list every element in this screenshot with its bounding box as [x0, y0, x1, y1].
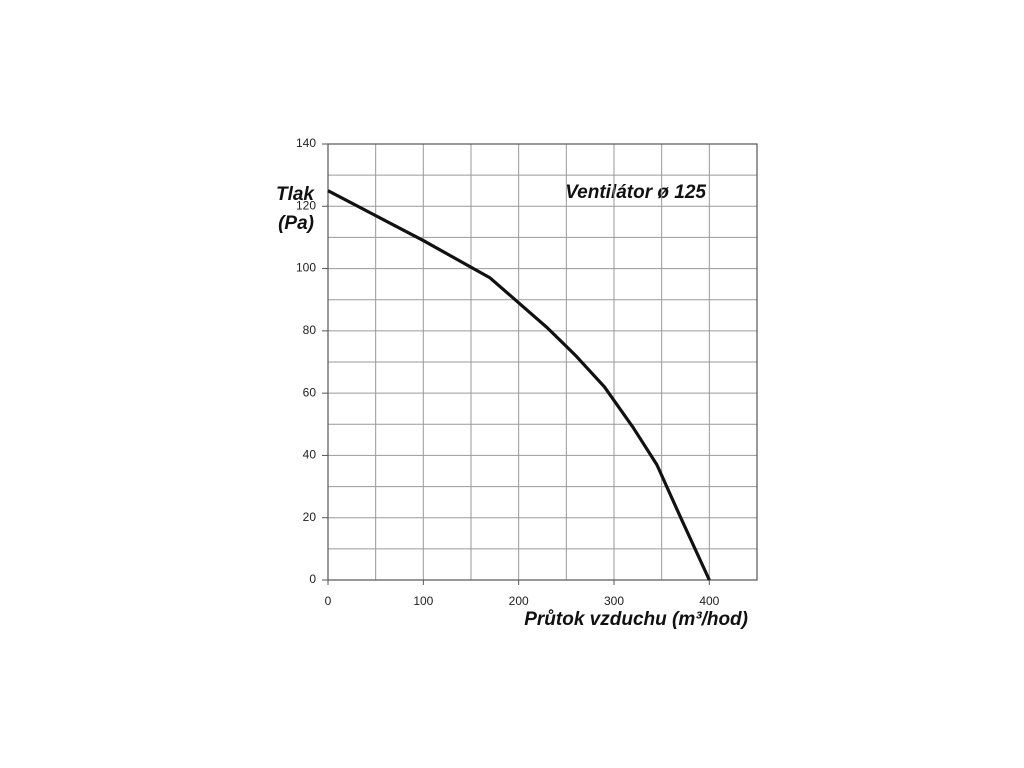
- y-tick-label: 60: [303, 385, 317, 399]
- x-axis-label: Průtok vzduchu (m³/hod): [524, 609, 748, 630]
- x-tick-label: 400: [699, 594, 719, 608]
- y-tick-label: 20: [303, 510, 317, 524]
- data-line: [327, 189, 711, 581]
- y-tick-label: 0: [309, 572, 316, 586]
- y-tick-label: 80: [303, 323, 317, 337]
- y-tick-label: 40: [303, 448, 317, 462]
- chart-title: Ventilátor ø 125: [565, 182, 706, 203]
- plot-frame: [327, 143, 758, 581]
- x-tick-label: 300: [604, 594, 624, 608]
- y-axis-label: Tlak: [276, 184, 315, 205]
- y-tick-label: 100: [296, 261, 316, 275]
- y-tick-label: 120: [296, 198, 316, 212]
- x-tick-label: 200: [509, 594, 529, 608]
- x-tick-label: 0: [325, 594, 332, 608]
- x-tick-label: 100: [413, 594, 433, 608]
- y-axis-label: (Pa): [278, 213, 314, 234]
- y-tick-label: 140: [296, 136, 316, 150]
